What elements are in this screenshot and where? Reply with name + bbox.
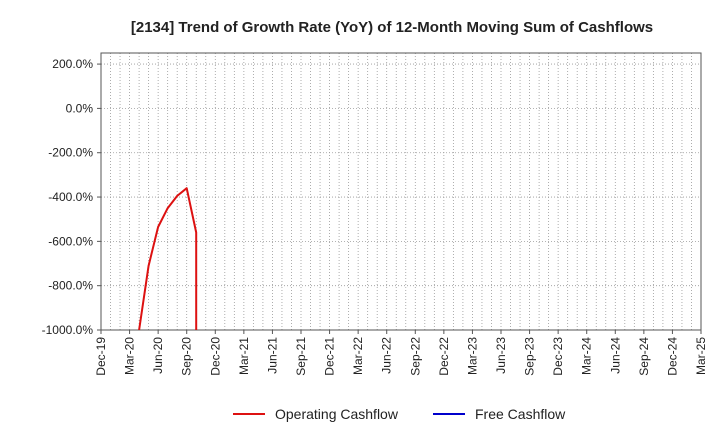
x-axis: Dec-19 Mar-20 Jun-20 Sep-20 Dec-20 Mar-21 Jun-… xyxy=(94,330,708,376)
y-tick-label: -200.0% xyxy=(48,146,93,160)
y-tick-label: 200.0% xyxy=(52,57,93,71)
legend-label-free-cashflow: Free Cashflow xyxy=(475,406,566,422)
x-tick-label: Sep-23 xyxy=(523,337,537,376)
legend: Operating Cashflow Free Cashflow xyxy=(233,406,566,422)
x-tick-label: Sep-21 xyxy=(294,337,308,376)
x-tick-label: Dec-20 xyxy=(208,337,222,376)
x-tick-label: Mar-21 xyxy=(237,337,251,375)
x-tick-label: Jun-23 xyxy=(494,337,508,374)
y-tick-label: -400.0% xyxy=(48,190,93,204)
y-tick-label: -1000.0% xyxy=(42,323,94,337)
y-tick-label: -800.0% xyxy=(48,279,93,293)
plot-area xyxy=(100,52,702,331)
x-tick-label: Dec-19 xyxy=(94,337,108,376)
x-tick-label: Dec-24 xyxy=(665,337,679,376)
legend-label-operating-cashflow: Operating Cashflow xyxy=(275,406,399,422)
x-tick-label: Jun-20 xyxy=(151,337,165,374)
series-layer xyxy=(138,187,198,331)
y-tick-label: 0.0% xyxy=(66,101,94,115)
x-tick-label: Mar-20 xyxy=(123,337,137,375)
x-tick-label: Dec-23 xyxy=(551,337,565,376)
x-tick-label: Mar-23 xyxy=(465,337,479,375)
x-tick-label: Jun-24 xyxy=(608,337,622,374)
x-tick-label: Mar-25 xyxy=(694,337,708,375)
x-tick-label: Dec-22 xyxy=(437,337,451,376)
series-line-operating-cashflow xyxy=(138,187,198,331)
x-tick-label: Sep-22 xyxy=(408,337,422,376)
x-tick-label: Jun-22 xyxy=(380,337,394,374)
y-tick-label: -600.0% xyxy=(48,234,93,248)
y-axis: 200.0% 0.0% -200.0% -400.0% -600.0% -800.0% -1… xyxy=(42,57,101,337)
x-tick-label: Mar-22 xyxy=(351,337,365,375)
x-tick-label: Dec-21 xyxy=(323,337,337,376)
x-tick-label: Jun-21 xyxy=(265,337,279,374)
x-tick-label: Sep-24 xyxy=(637,337,651,376)
x-tick-label: Sep-20 xyxy=(180,337,194,376)
chart-title: [2134] Trend of Growth Rate (YoY) of 12-… xyxy=(131,19,653,36)
grid xyxy=(101,53,701,330)
x-tick-label: Mar-24 xyxy=(580,337,594,375)
